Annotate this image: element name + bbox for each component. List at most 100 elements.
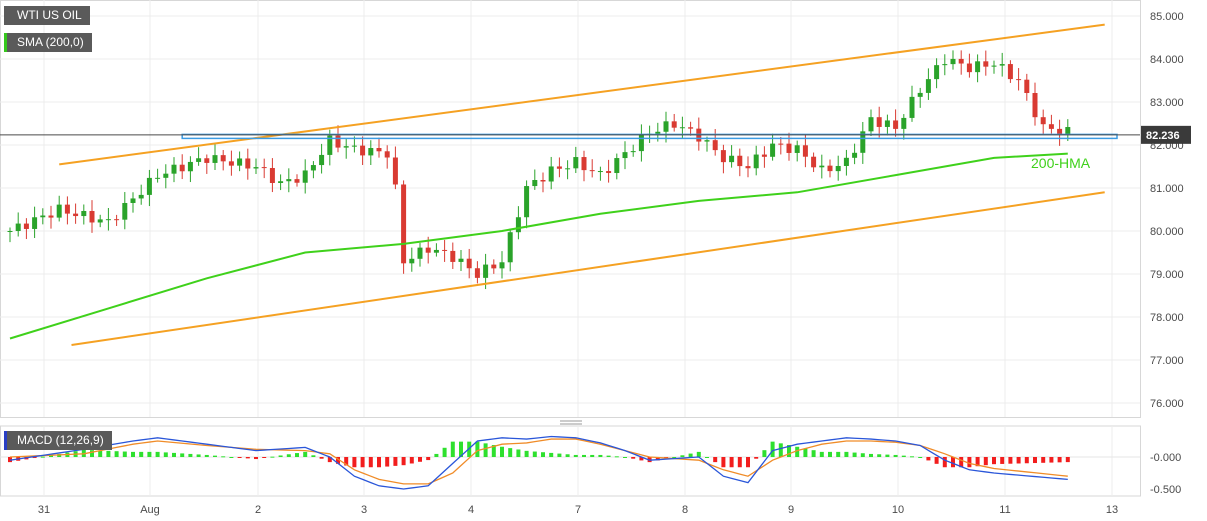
candle-down <box>540 179 546 182</box>
candle-down <box>786 143 792 153</box>
macd-hist-neg <box>1024 457 1029 464</box>
candle-down <box>1016 79 1022 81</box>
candle-up <box>835 165 841 172</box>
macd-hist-neg <box>327 457 332 463</box>
macd-hist-pos <box>582 454 586 457</box>
macd-hist-pos <box>688 453 693 457</box>
macd-hist-neg <box>1041 457 1046 463</box>
macd-pane-border <box>0 425 1141 497</box>
candle-up <box>81 210 87 217</box>
macd-hist-pos <box>278 455 283 457</box>
macd-hist-pos <box>532 451 537 457</box>
y-tick-label: 84.000 <box>1150 54 1184 66</box>
candle-up <box>925 79 931 93</box>
candle-up <box>155 177 161 179</box>
candle-up <box>146 177 152 195</box>
macd-y-tick-label: -0.000 <box>1150 452 1181 464</box>
macd-hist-neg <box>1008 457 1013 464</box>
macd-hist-pos <box>491 445 496 457</box>
candle-up <box>433 249 439 253</box>
macd-hist-neg <box>729 457 734 468</box>
candle-down <box>245 158 251 169</box>
candle-down <box>228 161 234 166</box>
macd-hist-pos <box>860 453 865 457</box>
macd-hist-pos <box>869 453 873 457</box>
candle-up <box>515 217 521 233</box>
candle-up <box>794 145 800 153</box>
instrument-label: WTI US OIL <box>4 6 90 25</box>
macd-hist-neg <box>352 457 357 468</box>
y-tick-label: 79.000 <box>1150 269 1184 281</box>
x-tick-label: 7 <box>575 504 581 516</box>
candle-down <box>688 127 694 129</box>
candle-up <box>368 148 374 156</box>
candle-up <box>507 232 513 263</box>
macd-hist-pos <box>680 455 685 457</box>
candle-down <box>401 184 407 264</box>
macd-hist-pos <box>565 454 570 457</box>
price-pane-border <box>0 0 1141 418</box>
macd-hist-pos <box>852 452 857 457</box>
candle-down <box>73 213 79 217</box>
macd-hist-neg <box>385 457 390 467</box>
macd-hist-neg <box>426 457 431 461</box>
candle-down <box>294 179 300 183</box>
candle-up <box>679 127 685 129</box>
macd-hist-pos <box>557 453 562 457</box>
candle-down <box>720 150 726 163</box>
macd-hist-neg <box>262 457 267 458</box>
macd-hist-neg <box>967 457 972 468</box>
macd-hist-neg <box>401 457 406 466</box>
candle-down <box>876 117 882 127</box>
macd-hist-pos <box>139 451 144 457</box>
candle-up <box>524 186 530 218</box>
candle-up <box>909 96 915 118</box>
macd-hist-pos <box>590 454 595 457</box>
candle-up <box>917 92 923 97</box>
candle-up <box>663 121 669 132</box>
macd-hist-neg <box>1065 457 1070 463</box>
candle-up <box>310 165 316 171</box>
candle-up <box>409 258 415 264</box>
macd-hist-pos <box>213 455 217 457</box>
candle-up <box>573 157 579 169</box>
candle-up <box>1065 127 1071 135</box>
x-tick-label: Aug <box>140 504 160 516</box>
candle-up <box>163 173 169 178</box>
candle-down <box>958 58 964 64</box>
candle-up <box>729 155 735 163</box>
macd-hist-neg <box>1057 457 1062 463</box>
macd-hist-neg <box>942 457 947 468</box>
candle-up <box>417 247 423 259</box>
candle-up <box>97 219 103 223</box>
candle-down <box>466 258 472 269</box>
candle-down <box>89 210 95 223</box>
macd-hist-pos <box>819 451 824 457</box>
candle-up <box>343 146 349 148</box>
macd-hist-pos <box>762 450 767 457</box>
candle-up <box>32 217 38 229</box>
macd-hist-pos <box>188 453 193 457</box>
lower-trend-line <box>71 191 1105 346</box>
macd-hist-pos <box>196 454 201 457</box>
macd-hist-pos <box>204 454 209 457</box>
macd-hist-pos <box>516 449 521 457</box>
candle-up <box>253 167 259 169</box>
macd-signal-line <box>9 438 1068 485</box>
macd-hist-pos <box>901 455 906 457</box>
candle-down <box>1057 128 1063 135</box>
candle-down <box>745 166 751 169</box>
candle-up <box>868 117 874 132</box>
macd-hist-neg <box>959 457 964 468</box>
macd-hist-pos <box>541 452 545 457</box>
x-tick-label: 10 <box>892 504 904 516</box>
x-tick-label: 13 <box>1106 504 1118 516</box>
macd-hist-pos <box>442 447 447 457</box>
candle-down <box>1032 93 1038 118</box>
sma-legend-label: SMA (200,0) <box>4 33 92 52</box>
macd-hist-pos <box>770 441 775 457</box>
macd-hist-neg <box>1033 457 1037 464</box>
macd-hist-pos <box>893 454 898 457</box>
